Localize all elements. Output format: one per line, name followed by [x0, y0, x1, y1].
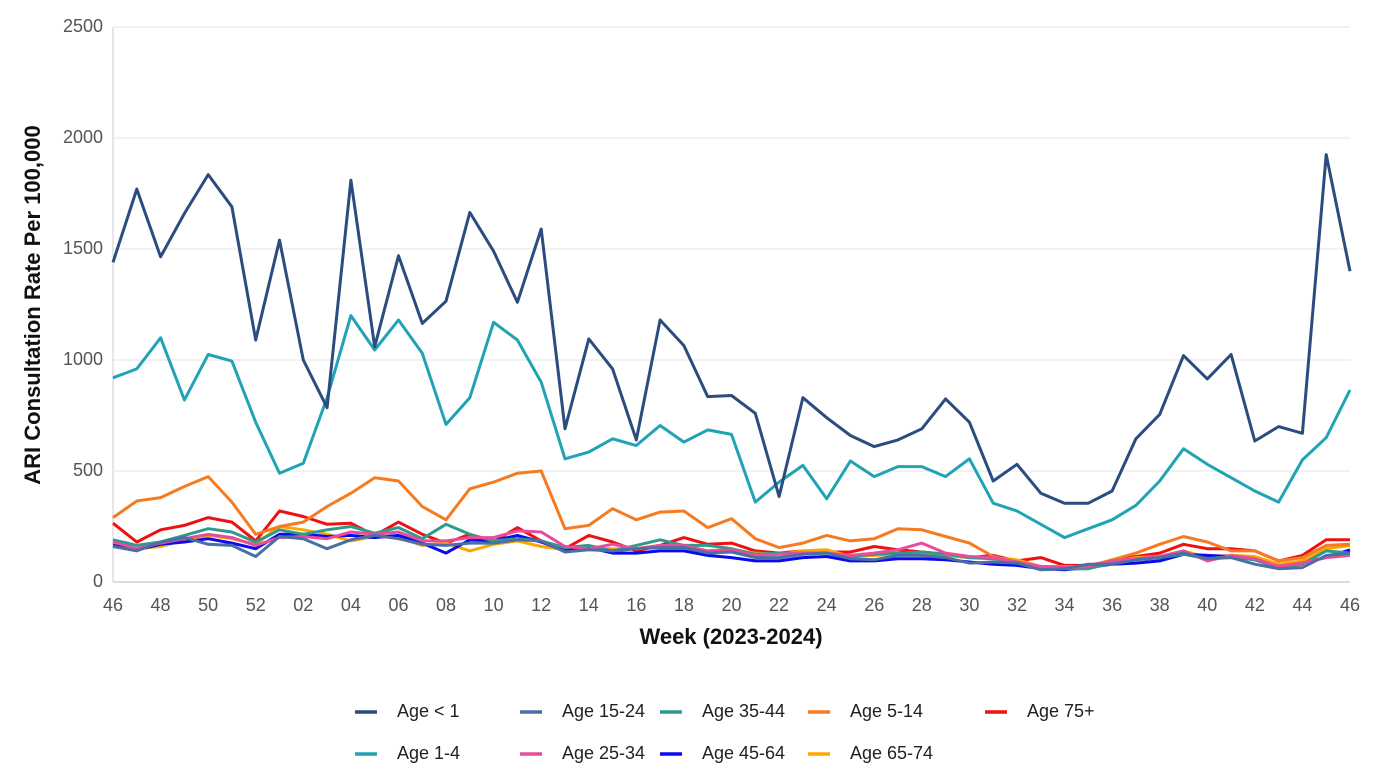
- legend-label: Age 1-4: [397, 743, 460, 763]
- y-axis-title: ARI Consultation Rate Per 100,000: [20, 125, 45, 484]
- series-line: [112, 532, 1351, 572]
- x-tick-label: 32: [1007, 595, 1027, 615]
- x-tick-label: 46: [1340, 595, 1360, 615]
- y-tick-label: 1000: [63, 349, 103, 369]
- series-line: [112, 469, 1351, 568]
- x-tick-label: 14: [579, 595, 599, 615]
- x-tick-label: 36: [1102, 595, 1122, 615]
- x-tick-label: 42: [1245, 595, 1265, 615]
- x-tick-label: 40: [1197, 595, 1217, 615]
- x-tick-label: 30: [959, 595, 979, 615]
- x-tick-label: 02: [293, 595, 313, 615]
- x-tick-label: 08: [436, 595, 456, 615]
- legend-label: Age < 1: [397, 701, 460, 721]
- y-tick-label: 0: [93, 571, 103, 591]
- x-tick-label: 20: [721, 595, 741, 615]
- x-tick-label: 48: [151, 595, 171, 615]
- x-tick-label: 18: [674, 595, 694, 615]
- legend-label: Age 35-44: [702, 701, 785, 721]
- series-line: [112, 533, 1351, 572]
- legend-label: Age 45-64: [702, 743, 785, 763]
- legend-label: Age 65-74: [850, 743, 933, 763]
- x-tick-label: 26: [864, 595, 884, 615]
- x-tick-label: 52: [246, 595, 266, 615]
- legend-label: Age 75+: [1027, 701, 1095, 721]
- series-line: [112, 509, 1350, 567]
- x-tick-label: 24: [817, 595, 837, 615]
- x-tick-label: 50: [198, 595, 218, 615]
- series-line: [112, 529, 1351, 570]
- series-line: [111, 153, 1352, 505]
- x-tick-label: 38: [1150, 595, 1170, 615]
- y-tick-label: 500: [73, 460, 103, 480]
- x-tick-label: 34: [1055, 595, 1075, 615]
- x-tick-label: 44: [1292, 595, 1312, 615]
- y-tick-label: 2500: [63, 16, 103, 36]
- legend-label: Age 5-14: [850, 701, 923, 721]
- x-axis-title: Week (2023-2024): [639, 624, 822, 649]
- series-line: [112, 314, 1352, 540]
- y-tick-label: 1500: [63, 238, 103, 258]
- x-tick-label: 06: [388, 595, 408, 615]
- x-tick-label: 46: [103, 595, 123, 615]
- x-tick-label: 12: [531, 595, 551, 615]
- series-line: [112, 522, 1351, 571]
- y-tick-label: 2000: [63, 127, 103, 147]
- legend-label: Age 15-24: [562, 701, 645, 721]
- legend-label: Age 25-34: [562, 743, 645, 763]
- x-tick-label: 10: [484, 595, 504, 615]
- x-tick-label: 28: [912, 595, 932, 615]
- x-tick-label: 22: [769, 595, 789, 615]
- x-tick-label: 04: [341, 595, 361, 615]
- x-tick-label: 16: [626, 595, 646, 615]
